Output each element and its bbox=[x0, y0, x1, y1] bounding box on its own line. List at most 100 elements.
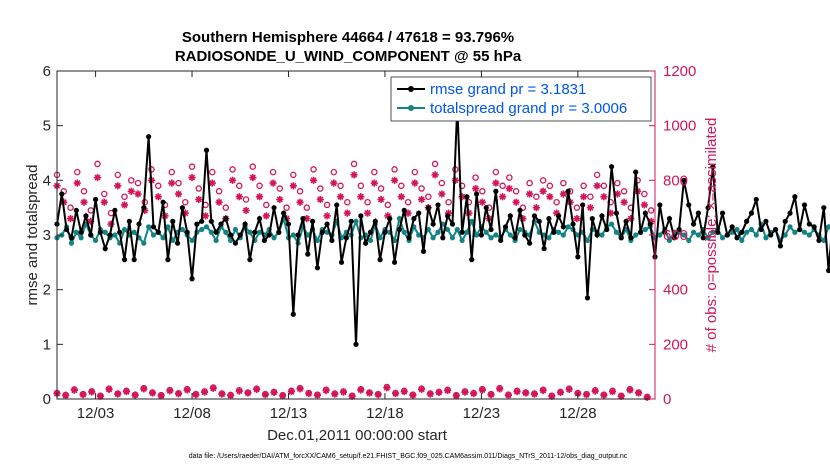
obs-possible-marker bbox=[506, 174, 513, 181]
totalspread-point bbox=[232, 226, 239, 233]
obs-assimilated-marker bbox=[316, 195, 324, 204]
rmse-point bbox=[527, 240, 533, 246]
totalspread-point bbox=[710, 229, 716, 235]
rmse-point bbox=[811, 224, 817, 230]
obs-assimilated-marker bbox=[472, 184, 480, 193]
rmse-point bbox=[565, 188, 571, 194]
rmse-point bbox=[536, 218, 542, 224]
x-tick-label: 12/28 bbox=[559, 405, 597, 422]
totalspread-point bbox=[787, 224, 793, 230]
rmse-point bbox=[449, 221, 456, 227]
obs-assimilated-marker bbox=[339, 388, 348, 396]
totalspread-point bbox=[314, 237, 321, 244]
totalspread-point bbox=[459, 237, 465, 244]
obs-assimilated-marker bbox=[79, 391, 87, 399]
obs-assimilated-marker bbox=[192, 391, 200, 399]
rmse-point bbox=[671, 235, 677, 241]
obs-possible-marker bbox=[337, 182, 344, 190]
rmse-point bbox=[314, 265, 321, 271]
rmse-point bbox=[252, 229, 258, 235]
obs-assimilated-marker bbox=[80, 198, 88, 206]
obs-possible-marker bbox=[472, 174, 479, 181]
totalspread-point bbox=[782, 232, 788, 238]
obs-possible-marker bbox=[222, 204, 230, 211]
obs-assimilated-marker bbox=[313, 391, 322, 399]
totalspread-point bbox=[690, 229, 697, 235]
obs-assimilated-marker bbox=[532, 204, 540, 212]
totalspread-point bbox=[695, 232, 702, 238]
obs-assimilated-marker bbox=[323, 212, 331, 220]
rmse-point bbox=[772, 226, 779, 233]
rmse-point bbox=[266, 232, 272, 238]
totalspread-point bbox=[599, 232, 605, 238]
rmse-point bbox=[150, 224, 157, 230]
rmse-point bbox=[102, 246, 108, 252]
obs-assimilated-marker bbox=[600, 193, 608, 201]
rmse-point bbox=[584, 295, 591, 301]
rmse-point bbox=[223, 216, 229, 222]
rmse-point bbox=[642, 210, 648, 216]
rmse-point bbox=[787, 210, 793, 216]
obs-assimilated-marker bbox=[276, 195, 284, 204]
rmse-point bbox=[657, 202, 663, 208]
obs-possible-marker bbox=[620, 188, 628, 195]
rmse-point bbox=[377, 257, 383, 263]
rmse-point bbox=[797, 226, 803, 233]
totalspread-point bbox=[763, 235, 769, 241]
obs-assimilated-marker bbox=[530, 390, 539, 398]
obs-assimilated-marker bbox=[580, 193, 588, 201]
obs-possible-marker bbox=[553, 198, 560, 206]
obs-assimilated-marker bbox=[201, 212, 210, 220]
obs-assimilated-marker bbox=[183, 386, 191, 394]
obs-possible-marker bbox=[168, 168, 176, 176]
obs-possible-marker bbox=[526, 179, 533, 187]
totalspread-point bbox=[801, 229, 808, 235]
rmse-point bbox=[488, 226, 494, 233]
obs-assimilated-marker bbox=[431, 171, 439, 179]
rmse-point bbox=[160, 199, 166, 205]
obs-assimilated-marker bbox=[296, 385, 304, 393]
obs-assimilated-marker bbox=[452, 392, 460, 400]
obs-possible-marker bbox=[546, 182, 554, 190]
y-right-tick-label: 0 bbox=[663, 391, 671, 408]
rmse-point bbox=[319, 229, 325, 235]
rmse-point bbox=[700, 235, 706, 241]
rmse-point bbox=[92, 196, 99, 203]
y-right-tick-label: 200 bbox=[663, 336, 688, 353]
totalspread-point bbox=[719, 235, 726, 241]
obs-possible-marker bbox=[296, 188, 304, 195]
y-axis-left-label: rmse and totalspread bbox=[24, 165, 41, 306]
rmse-point bbox=[546, 216, 552, 222]
obs-assimilated-marker bbox=[635, 389, 643, 397]
rmse-point bbox=[753, 196, 759, 203]
rmse-point bbox=[363, 240, 369, 246]
obs-assimilated-marker bbox=[504, 391, 512, 399]
obs-possible-marker bbox=[121, 193, 128, 200]
obs-possible-marker bbox=[195, 185, 203, 192]
rmse-point bbox=[256, 216, 263, 222]
y-right-tick-label: 800 bbox=[663, 172, 688, 189]
totalspread-point bbox=[469, 218, 475, 224]
rmse-point bbox=[213, 229, 219, 235]
y-right-tick-label: 400 bbox=[663, 282, 688, 299]
rmse-point bbox=[768, 232, 774, 238]
obs-assimilated-marker bbox=[383, 384, 391, 392]
rmse-point bbox=[285, 221, 292, 227]
totalspread-point bbox=[608, 221, 615, 227]
rmse-point bbox=[628, 235, 634, 241]
y-axis-right-label: # of obs: o=possible; ×=assimilated bbox=[703, 118, 720, 353]
rmse-point bbox=[242, 221, 248, 227]
obs-assimilated-marker bbox=[470, 389, 478, 398]
obs-assimilated-marker bbox=[279, 392, 287, 400]
obs-assimilated-marker bbox=[505, 184, 513, 193]
obs-assimilated-marker bbox=[62, 391, 70, 400]
rmse-point bbox=[247, 257, 253, 263]
rmse-point bbox=[372, 218, 378, 224]
obs-possible-marker bbox=[371, 168, 378, 176]
obs-assimilated-marker bbox=[174, 390, 183, 398]
obs-possible-marker bbox=[391, 166, 398, 173]
rmse-point bbox=[83, 213, 89, 219]
x-axis-label: Dec.01,2011 00:00:00 start bbox=[267, 427, 448, 444]
obs-possible-marker bbox=[101, 190, 108, 198]
obs-assimilated-marker bbox=[269, 179, 277, 187]
